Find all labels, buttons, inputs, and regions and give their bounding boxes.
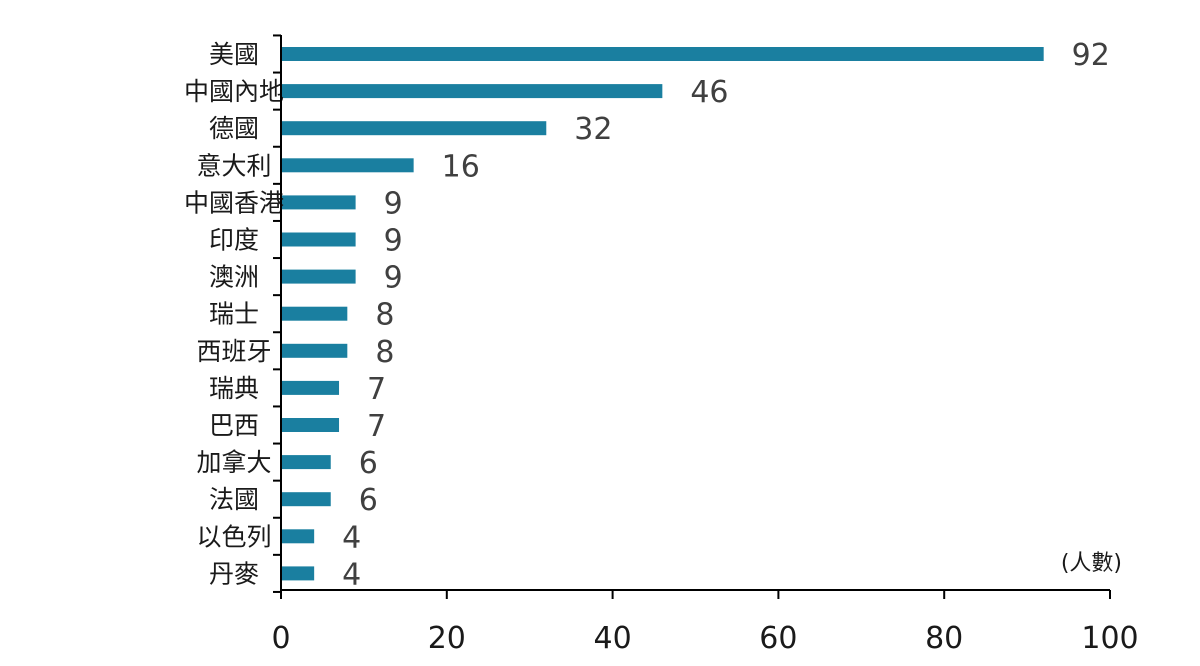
bar (281, 232, 356, 247)
category-label: 德國 (209, 114, 259, 143)
x-tick-label: 60 (759, 621, 797, 656)
x-tick-label: 20 (428, 621, 466, 656)
data-label: 9 (384, 186, 403, 221)
data-label: 9 (384, 224, 403, 259)
data-label: 92 (1072, 38, 1110, 73)
bar (281, 121, 547, 136)
bar (281, 566, 315, 581)
category-label: 西班牙 (196, 337, 271, 366)
bar (281, 455, 331, 470)
bar (281, 158, 414, 173)
data-label: 8 (375, 298, 394, 333)
data-label: 16 (442, 149, 480, 184)
data-label: 4 (342, 557, 361, 592)
category-label: 中國內地 (184, 77, 284, 106)
x-tick-label: 40 (594, 621, 632, 656)
category-label: 美國 (209, 40, 259, 69)
bar (281, 84, 663, 99)
bar (281, 492, 331, 507)
data-label: 6 (359, 446, 378, 481)
unit-label: (人數) (1061, 551, 1122, 576)
bar (281, 529, 315, 544)
bars-group (281, 47, 1044, 581)
x-ticks-group: 0 20 40 60 80 100 (271, 590, 1139, 656)
bar (281, 380, 340, 395)
data-label: 7 (367, 372, 386, 407)
x-tick-label: 0 (271, 621, 290, 656)
bar (281, 195, 356, 210)
category-label: 瑞典 (209, 374, 259, 403)
category-label: 中國香港 (184, 188, 284, 217)
data-label: 6 (359, 483, 378, 518)
category-label: 加拿大 (196, 448, 271, 477)
data-label: 8 (375, 335, 394, 370)
bar (281, 269, 356, 284)
data-label: 9 (384, 261, 403, 296)
axes-group (273, 34, 1110, 593)
bar (281, 306, 348, 321)
bar (281, 343, 348, 358)
category-label: 巴西 (209, 411, 259, 440)
category-label: 印度 (209, 226, 259, 255)
bar (281, 47, 1044, 61)
category-label: 瑞士 (209, 300, 259, 329)
data-label: 46 (690, 75, 728, 110)
x-tick-label: 100 (1081, 621, 1138, 656)
x-tick-label: 80 (925, 621, 963, 656)
category-label: 澳洲 (209, 263, 259, 292)
category-label: 丹麥 (209, 559, 259, 588)
bar (281, 418, 340, 432)
category-label: 法國 (209, 485, 259, 514)
data-label: 4 (342, 520, 361, 555)
data-label: 32 (574, 112, 612, 147)
data-label: 7 (367, 409, 386, 444)
category-label: 以色列 (196, 522, 271, 551)
category-label: 意大利 (196, 151, 271, 180)
